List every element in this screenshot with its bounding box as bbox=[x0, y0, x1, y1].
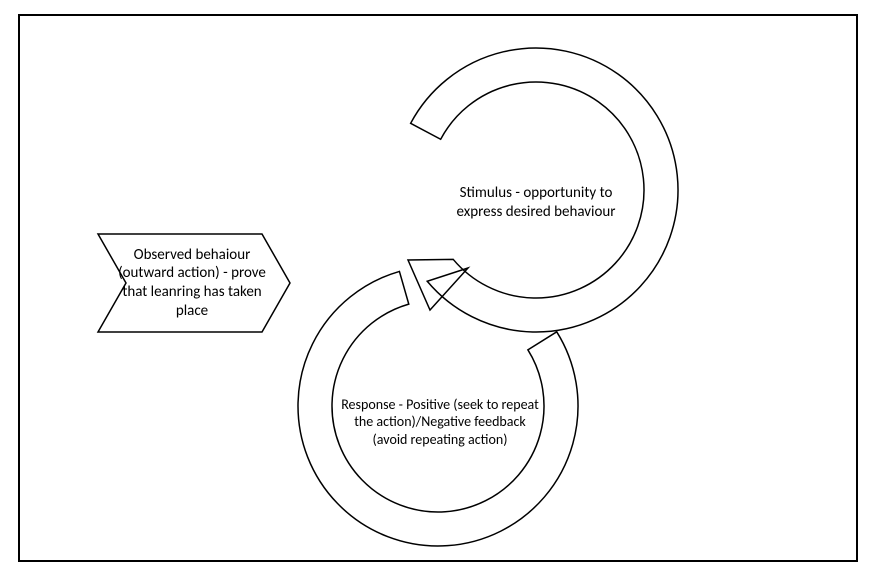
response-label: Response - Positive (seek to repeat the … bbox=[340, 374, 540, 470]
stimulus-label: Stimulus - opportunity to express desire… bbox=[438, 178, 634, 228]
observed-label: Observed behaiour (outward action) - pro… bbox=[112, 242, 272, 324]
